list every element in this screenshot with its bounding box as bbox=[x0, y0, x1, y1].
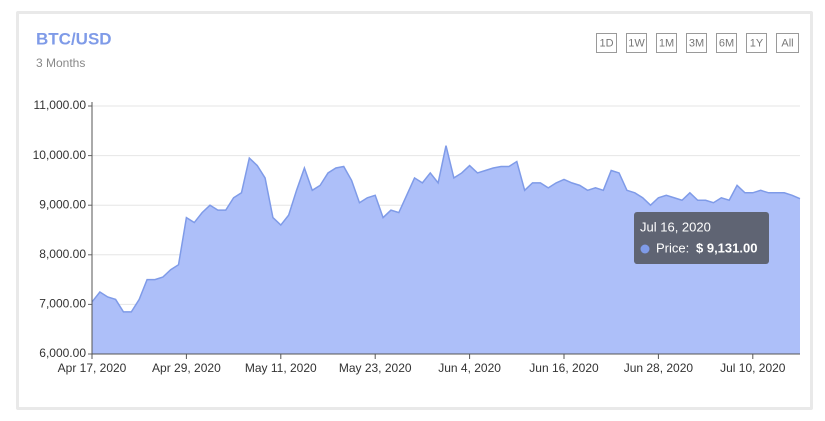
x-tick-label: May 11, 2020 bbox=[245, 361, 317, 375]
range-button-label[interactable]: 1Y bbox=[750, 37, 764, 49]
range-button[interactable]: 1D bbox=[596, 33, 617, 53]
chart-title: BTC/USD bbox=[36, 29, 112, 48]
range-button-label[interactable]: All bbox=[781, 37, 793, 49]
y-tick-label: 8,000.00 bbox=[39, 247, 86, 261]
range-button[interactable]: 6M bbox=[716, 33, 737, 53]
tooltip-title: Jul 16, 2020 bbox=[640, 219, 711, 234]
range-button-box[interactable] bbox=[596, 33, 617, 53]
price-area bbox=[92, 145, 800, 354]
x-tick-label: Jun 16, 2020 bbox=[529, 361, 599, 375]
range-button[interactable]: 1W bbox=[626, 33, 647, 53]
range-button-label[interactable]: 1W bbox=[628, 37, 645, 49]
x-tick-label: Jun 4, 2020 bbox=[438, 361, 501, 375]
range-button-box[interactable] bbox=[746, 33, 767, 53]
y-tick-label: 11,000.00 bbox=[34, 98, 87, 112]
range-button-label[interactable]: 3M bbox=[689, 37, 704, 49]
tooltip-value: $ 9,131.00 bbox=[696, 240, 757, 255]
range-button-box[interactable] bbox=[686, 33, 707, 53]
range-button-label[interactable]: 1D bbox=[599, 37, 613, 49]
tooltip-box bbox=[634, 212, 769, 264]
price-line bbox=[91, 145, 801, 313]
range-button-box[interactable] bbox=[656, 33, 677, 53]
range-button-box[interactable] bbox=[776, 33, 799, 53]
x-tick-label: Jun 28, 2020 bbox=[624, 361, 694, 375]
y-tick-label: 7,000.00 bbox=[39, 297, 86, 311]
range-button[interactable]: All bbox=[776, 33, 799, 53]
range-button[interactable]: 1M bbox=[656, 33, 677, 53]
x-tick-label: Jul 10, 2020 bbox=[720, 361, 786, 375]
tooltip-marker bbox=[640, 244, 650, 254]
chart-subtitle: 3 Months bbox=[36, 56, 85, 70]
y-tick-label: 9,000.00 bbox=[39, 197, 86, 211]
range-button-box[interactable] bbox=[716, 33, 737, 53]
range-button-box[interactable] bbox=[626, 33, 647, 53]
y-tick-label: 6,000.00 bbox=[39, 346, 86, 360]
x-tick-label: May 23, 2020 bbox=[339, 361, 412, 375]
y-tick-label: 10,000.00 bbox=[33, 148, 87, 162]
range-button[interactable]: 1Y bbox=[746, 33, 767, 53]
tooltip-series-label: Price: bbox=[656, 240, 689, 255]
range-button[interactable]: 3M bbox=[686, 33, 707, 53]
x-tick-label: Apr 17, 2020 bbox=[58, 361, 127, 375]
range-button-label[interactable]: 1M bbox=[659, 37, 674, 49]
range-button-label[interactable]: 6M bbox=[719, 37, 734, 49]
tooltip: Jul 16, 2020 Price: $ 9,131.00 bbox=[634, 212, 769, 264]
x-tick-label: Apr 29, 2020 bbox=[152, 361, 221, 375]
